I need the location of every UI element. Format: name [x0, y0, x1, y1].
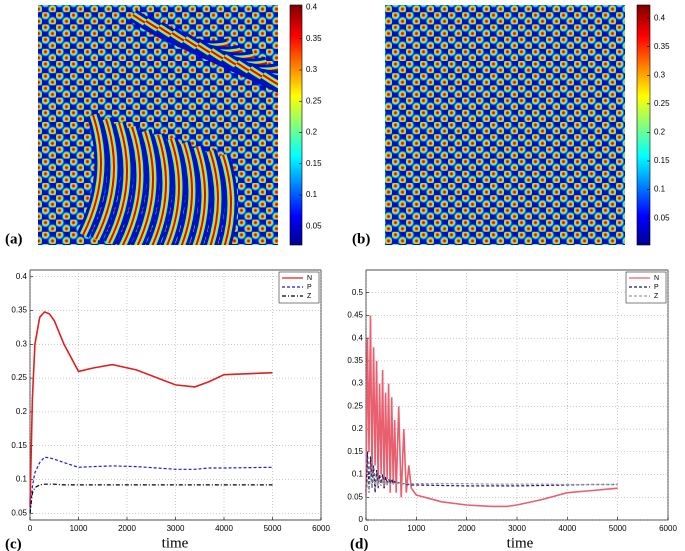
- line-series: [365, 474, 618, 498]
- y-tick-label: 0.05: [347, 492, 363, 501]
- colorbar-tick-label: 0.35: [306, 34, 322, 43]
- plot-area: [365, 269, 669, 521]
- colorbar-tick-label: 0.2: [654, 128, 666, 137]
- y-tick-label: 0.35: [11, 306, 27, 315]
- stripe: [222, 74, 278, 245]
- colorbar-tick-label: 0.1: [654, 185, 666, 194]
- y-tick-label: 0.3: [16, 339, 28, 348]
- plot-area: [29, 269, 322, 521]
- y-tick-label: 0.1: [16, 475, 28, 484]
- stripe-region: [77, 9, 278, 245]
- panel-b: 0.05 0.1 0.15 0.2 0.25 0.3 0.35 0.4 (b): [352, 4, 670, 247]
- panel-d: 0 1000 2000 3000 4000 5000 6000 0 0.05 0.1 0.15 0.2…: [347, 269, 677, 551]
- x-tick-label: 2000: [458, 524, 476, 533]
- y-tick-label: 0.15: [11, 441, 27, 450]
- x-axis-label: time: [507, 535, 534, 551]
- legend-label: P: [654, 284, 659, 291]
- x-tick-label: 1000: [407, 524, 425, 533]
- colorbar-tick-label: 0.05: [654, 213, 670, 222]
- line-series: [29, 483, 273, 514]
- y-tick-label: 0.25: [11, 373, 27, 382]
- y-tick-label: 0.4: [352, 333, 364, 342]
- x-tick-label: 0: [364, 524, 369, 533]
- panel-c: 0 1000 2000 3000 4000 5000 6000 0.05 0.1 0.15 0.2 0…: [5, 269, 330, 551]
- panel-a: 0.05 0.1 0.15 0.2 0.25 0.3 0.35 0.4 (a): [5, 3, 322, 248]
- y-tick-label: 0.2: [16, 407, 28, 416]
- colorbar-tick-label: 0.25: [306, 96, 322, 105]
- colorbar-tick-label: 0.3: [654, 70, 666, 79]
- x-axis-label: time: [162, 535, 189, 551]
- panel-label: (a): [5, 231, 23, 247]
- y-tick-label: 0.25: [347, 401, 363, 410]
- x-tick-label: 0: [28, 524, 33, 533]
- colorbar-tick-label: 0.2: [306, 128, 318, 137]
- panel-label: (d): [350, 536, 368, 551]
- x-tick-label: 2000: [118, 524, 136, 533]
- y-tick-label: 0.5: [352, 288, 364, 297]
- colorbar-tick-label: 0.3: [306, 65, 318, 74]
- colorbar-tick-label: 0.15: [654, 156, 670, 165]
- x-tick-label: 3000: [508, 524, 526, 533]
- colorbar-tick-label: 0.25: [654, 99, 670, 108]
- colorbar-tick-label: 0.35: [654, 42, 670, 51]
- y-tick-label: 0.15: [347, 447, 363, 456]
- legend-label: N: [654, 275, 659, 282]
- y-tick-label: 0.3: [352, 379, 364, 388]
- legend-label: P: [307, 284, 312, 291]
- y-tick-label: 0: [359, 515, 364, 524]
- panel-label: (b): [352, 231, 370, 247]
- colorbar: [636, 4, 651, 246]
- y-tick-label: 0.45: [347, 311, 363, 320]
- panel-label: (c): [5, 536, 22, 551]
- x-tick-label: 4000: [215, 524, 233, 533]
- x-tick-label: 5000: [609, 524, 627, 533]
- colorbar-tick-label: 0.4: [306, 3, 318, 12]
- y-tick-label: 0.2: [352, 424, 364, 433]
- line-series: [29, 456, 273, 514]
- y-tick-label: 0.35: [347, 356, 363, 365]
- colorbar-tick-label: 0.15: [306, 159, 322, 168]
- colorbar-tick-label: 0.05: [306, 221, 322, 230]
- y-tick-label: 0.05: [11, 508, 27, 517]
- x-tick-label: 1000: [70, 524, 88, 533]
- x-tick-label: 5000: [264, 524, 282, 533]
- y-tick-label: 0.1: [352, 470, 364, 479]
- y-tick-label: 0.4: [16, 272, 28, 281]
- x-tick-label: 3000: [167, 524, 185, 533]
- legend-label: Z: [307, 293, 312, 300]
- x-tick-label: 6000: [312, 524, 330, 533]
- legend-label: Z: [654, 293, 659, 300]
- colorbar: [289, 4, 303, 246]
- legend-label: N: [307, 275, 312, 282]
- colorbar-tick-label: 0.4: [654, 13, 666, 22]
- x-tick-label: 6000: [659, 524, 677, 533]
- line-series: [29, 310, 273, 507]
- x-tick-label: 4000: [558, 524, 576, 533]
- colorbar-tick-label: 0.1: [306, 190, 318, 199]
- pattern-map: [385, 5, 625, 245]
- line-series: [365, 451, 618, 498]
